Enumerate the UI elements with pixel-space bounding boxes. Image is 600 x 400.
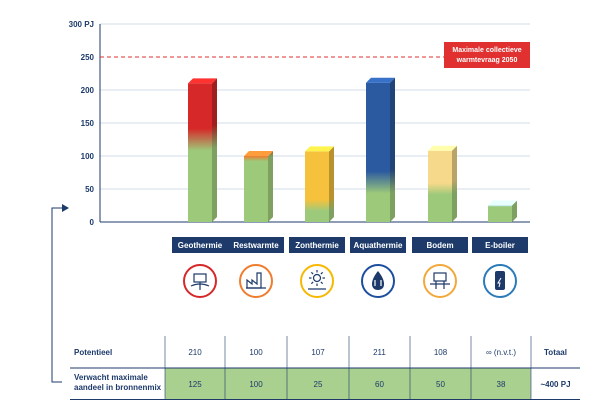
bar-top [366, 77, 395, 83]
table-row-label: Verwacht maximale [74, 373, 148, 382]
ground-icon [423, 264, 457, 298]
bar-side [452, 145, 457, 222]
category-label: Bodem [426, 241, 453, 250]
connector-arrow [51, 204, 69, 383]
table-row-label: aandeel in bronnenmix [74, 383, 162, 392]
table-cell: ∞ (n.v.t.) [486, 348, 516, 357]
table-cell: 38 [497, 380, 506, 389]
table-row-label: Potentieel [74, 348, 112, 357]
table-cell: 107 [311, 348, 325, 357]
table-cell: 108 [434, 348, 448, 357]
bar-top [488, 200, 517, 206]
bar-zonthermie [305, 146, 334, 222]
y-tick-label: 250 [81, 53, 95, 62]
water-drop-icon [361, 264, 395, 298]
solar-icon [300, 264, 334, 298]
bars [188, 77, 517, 223]
bar-side [212, 78, 217, 223]
bar-front [188, 83, 212, 223]
y-unit-label: 300 PJ [69, 20, 94, 29]
bar-restwarmte [244, 151, 273, 222]
arrow-head-icon [62, 204, 69, 212]
bar-front [488, 205, 512, 222]
table-cell: 100 [249, 348, 263, 357]
table-cell: 50 [436, 380, 445, 389]
category-icons [183, 264, 517, 298]
reference-label-box [444, 42, 530, 68]
bar-geothermie [188, 78, 217, 223]
factory-icon [239, 264, 273, 298]
bar-top [305, 146, 334, 152]
table-cell: 25 [314, 380, 323, 389]
bar-e-boiler [488, 200, 517, 222]
category-labels: Geothermie Restwarmte Zonthermie Aquathermi… [172, 237, 528, 253]
table-cell: 100 [249, 380, 263, 389]
table-total-label: Totaal [544, 348, 567, 357]
y-tick-label: 200 [81, 86, 95, 95]
table-total-value: ~400 PJ [540, 380, 570, 389]
bar-front [244, 156, 268, 222]
table-cell: 60 [375, 380, 384, 389]
bar-side [268, 151, 273, 222]
category-label-box [289, 237, 345, 253]
category-label: Geothermie [178, 241, 223, 250]
bar-top [244, 151, 273, 156]
connector-line [51, 207, 62, 383]
table-cell: 125 [188, 380, 202, 389]
category-label-box [228, 237, 284, 253]
battery-icon [483, 264, 517, 298]
bar-bodem [428, 145, 457, 222]
bar-side [512, 200, 517, 222]
bar-front [366, 82, 390, 223]
bar-side [329, 146, 334, 222]
y-tick-label: 150 [81, 119, 95, 128]
category-label: Aquathermie [354, 241, 403, 250]
category-label: E-boiler [485, 241, 515, 250]
reference-label: Maximale collectieve [452, 47, 521, 54]
y-tick-label: 50 [85, 185, 94, 194]
geothermal-icon [183, 264, 217, 298]
reference-line-group: Maximale collectieve warmtevraag 2050 [100, 42, 530, 68]
table-cell: 210 [188, 348, 202, 357]
table-highlight [165, 368, 531, 400]
bar-front [428, 150, 452, 222]
y-axis: 0 50 100 150 200 250 300 PJ [69, 20, 95, 227]
bar-top [428, 145, 457, 151]
bar-aquathermie [366, 77, 395, 223]
category-label-box [472, 237, 528, 253]
category-label: Zonthermie [295, 241, 339, 250]
bar-front [305, 151, 329, 222]
category-label-box [412, 237, 468, 253]
table-cell: 211 [373, 348, 386, 357]
category-label-box [350, 237, 406, 253]
y-tick-label: 0 [90, 218, 95, 227]
category-label: Restwarmte [233, 241, 279, 250]
bar-top [188, 78, 217, 84]
y-tick-label: 100 [81, 152, 95, 161]
bar-side [390, 77, 395, 223]
reference-label: warmtevraag 2050 [456, 57, 518, 64]
category-label-box [172, 237, 228, 253]
